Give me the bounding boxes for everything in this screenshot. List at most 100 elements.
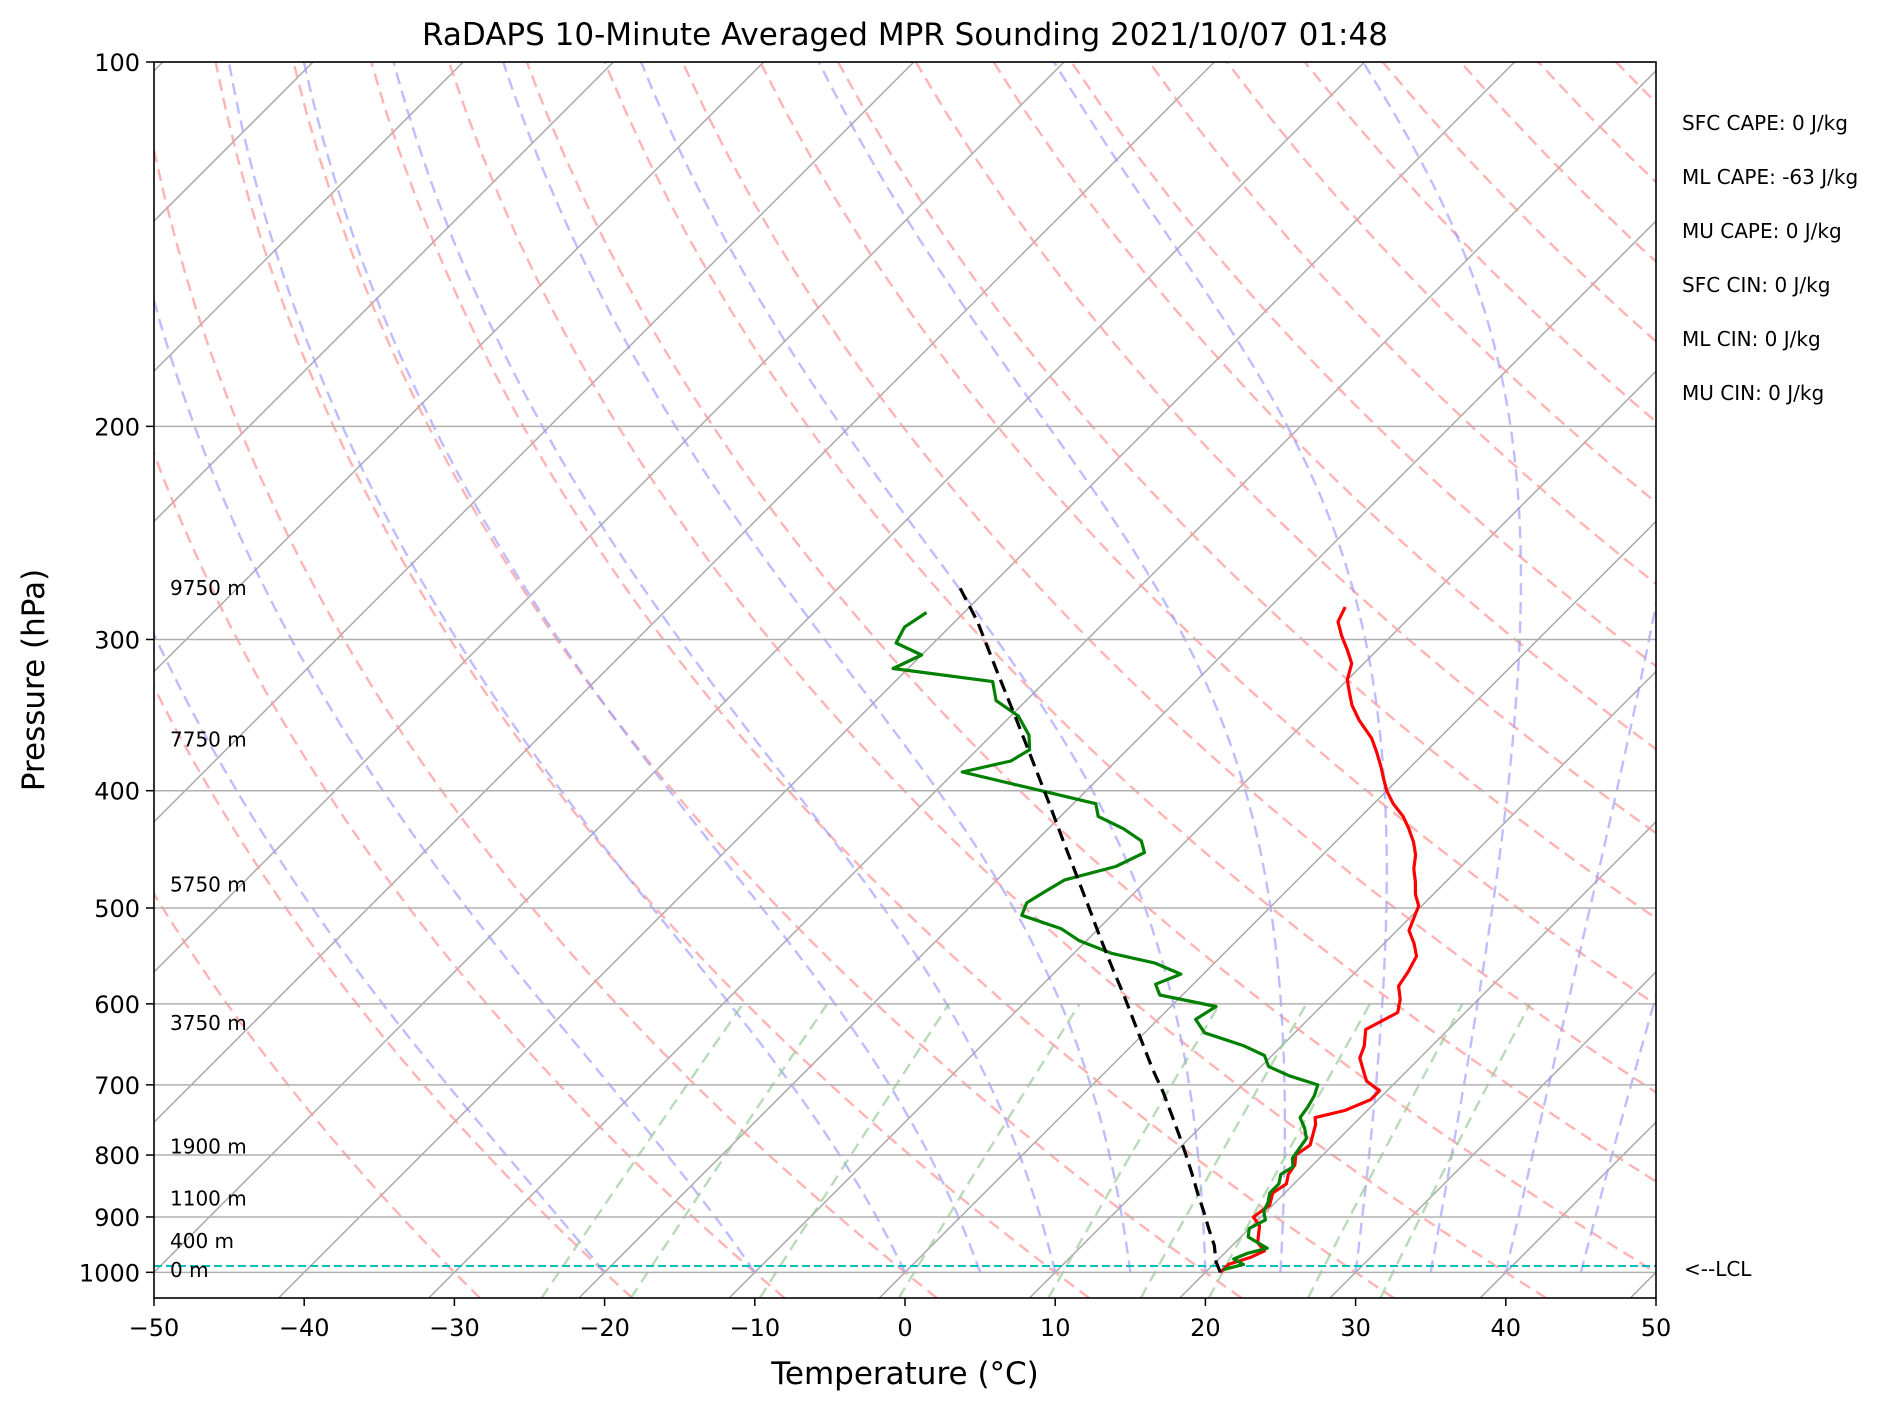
stability-index-text: SFC CAPE: 0 J/kg (1682, 111, 1848, 135)
moist-adiabat-line (227, 62, 907, 1273)
x-tick-label: 50 (1641, 1314, 1672, 1342)
x-tick-label: −10 (729, 1314, 780, 1342)
mixing-ratio-line (897, 1003, 1081, 1298)
height-labels: 9750 m 7750 m 5750 m 3750 m 1900 m 1100 m 400 … (170, 576, 247, 1282)
lcl-label: <--LCL (1684, 1257, 1752, 1281)
isotherm-line (1781, 62, 1894, 1298)
moist-adiabat-line (1579, 991, 1656, 1273)
moist-adiabat-line (1052, 62, 1388, 1273)
isotherm-line (1029, 670, 1656, 1298)
x-tick-label: −30 (429, 1314, 480, 1342)
height-label: 400 m (170, 1229, 234, 1253)
height-label: 3750 m (170, 1011, 247, 1035)
dry-adiabat-line (370, 62, 1395, 1298)
mixing-ratio-line (758, 1003, 950, 1298)
y-tick-label: 500 (94, 895, 140, 923)
moist-adiabat-line (1504, 597, 1656, 1273)
isotherm-line (728, 370, 1656, 1298)
dry-adiabat-line (759, 62, 1656, 1006)
sounding-series-line-2 (891, 611, 1320, 1272)
height-label: 1100 m (170, 1187, 247, 1211)
moist-adiabat-line (154, 296, 756, 1274)
moist-adiabat-line (502, 62, 1132, 1273)
y-axis-ticks: 100 200 300 400 500 600 700 800 900 1000 (79, 49, 154, 1287)
moist-adiabat-line (817, 62, 1286, 1273)
dry-adiabat-line (447, 62, 1547, 1298)
isotherm-line (1179, 820, 1656, 1298)
mixing-ratio-line (540, 1003, 744, 1298)
height-label: 5750 m (170, 872, 247, 896)
moist-adiabat-line (302, 62, 982, 1273)
sounding-series-line-3 (956, 583, 1222, 1274)
height-label: 7750 m (170, 728, 247, 752)
mixing-ratio-line (1306, 1003, 1464, 1298)
dry-adiabat-line (1615, 62, 1656, 105)
moist-adiabat-line (1361, 62, 1523, 1273)
dry-adiabat-line (1303, 62, 1656, 424)
isotherm-line (428, 69, 1656, 1298)
stability-indices: SFC CAPE: 0 J/kg ML CAPE: -63 J/kg MU CAPE… (1682, 111, 1858, 405)
sounding-series-line-1 (1219, 606, 1421, 1274)
dry-adiabat-line (1070, 62, 1656, 668)
x-tick-label: 30 (1340, 1314, 1371, 1342)
isotherm-line (154, 62, 1065, 974)
dry-adiabat-line (1537, 62, 1656, 184)
dry-adiabat-line (154, 684, 634, 1298)
x-tick-label: 10 (1040, 1314, 1071, 1342)
x-tick-label: −20 (579, 1314, 630, 1342)
dry-adiabat-line (836, 62, 1656, 920)
stability-index-text: MU CIN: 0 J/kg (1682, 381, 1824, 405)
mixing-ratio-line (629, 1003, 829, 1298)
background-reference-lines (154, 62, 1894, 1298)
stability-index-text: ML CAPE: -63 J/kg (1682, 165, 1858, 189)
sounding-series (891, 583, 1421, 1274)
y-tick-label: 900 (94, 1204, 140, 1232)
dry-adiabat-line (1694, 62, 1894, 1298)
moist-adiabat-line (154, 631, 606, 1274)
isotherm-line (154, 62, 1365, 1274)
dry-adiabat-line (681, 62, 1656, 1094)
x-tick-label: 0 (897, 1314, 912, 1342)
moist-adiabat-line (392, 62, 1057, 1273)
y-axis-label: Pressure (hPa) (16, 569, 52, 791)
dry-adiabat-line (214, 62, 1090, 1298)
lcl-marker: <--LCL (154, 1257, 1752, 1281)
y-tick-label: 1000 (79, 1259, 140, 1287)
chart-title: RaDAPS 10-Minute Averaged MPR Sounding 2… (422, 17, 1388, 53)
isotherm-line (878, 520, 1656, 1298)
stability-index-text: SFC CIN: 0 J/kg (1682, 273, 1830, 297)
dry-adiabat-line (292, 62, 1243, 1298)
y-tick-label: 800 (94, 1142, 140, 1170)
height-label: 1900 m (170, 1134, 247, 1158)
dry-adiabat-line (154, 143, 938, 1298)
dry-adiabat-line (1148, 62, 1656, 586)
height-label: 0 m (170, 1258, 209, 1282)
y-tick-label: 400 (94, 778, 140, 806)
isotherm-line (154, 62, 464, 373)
dry-adiabat-line (525, 62, 1656, 1274)
stability-index-text: MU CAPE: 0 J/kg (1682, 219, 1842, 243)
x-tick-label: 40 (1491, 1314, 1522, 1342)
mixing-ratio-line (1207, 1003, 1372, 1298)
x-tick-label: −40 (279, 1314, 330, 1342)
mixing-ratio-line (1379, 1003, 1532, 1298)
isotherm-line (278, 62, 1516, 1298)
dry-adiabat-line (154, 891, 481, 1298)
dry-adiabat-line (154, 450, 786, 1298)
x-axis-label: Temperature (°C) (770, 1356, 1039, 1392)
y-tick-label: 200 (94, 413, 140, 441)
pressure-gridlines (154, 62, 1656, 1274)
isotherm-line (154, 62, 1215, 1124)
y-tick-label: 300 (94, 626, 140, 654)
isotherm-line (154, 62, 765, 673)
isotherm-line (578, 219, 1656, 1298)
isotherm-line (1629, 1271, 1656, 1298)
mixing-ratio-line (1047, 1003, 1221, 1298)
isotherm-line (154, 62, 915, 823)
x-tick-label: −50 (129, 1314, 180, 1342)
x-axis-ticks: −50 −40 −30 −20 −10 0 10 20 30 40 50 (129, 1298, 1672, 1342)
moist-adiabat-line (639, 62, 1207, 1273)
y-tick-label: 100 (94, 49, 140, 77)
isotherm-line (1329, 970, 1656, 1298)
